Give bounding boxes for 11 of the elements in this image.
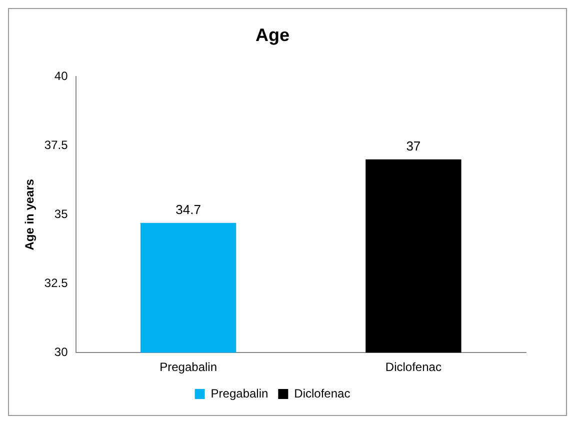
y-axis-title: Age in years (22, 178, 37, 250)
y-tick-label: 40 (54, 68, 68, 83)
y-tick-label: 37.5 (44, 138, 68, 152)
y-tick-label: 32.5 (44, 276, 68, 290)
data-label: 37 (406, 138, 421, 154)
legend-label: Diclofenac (294, 386, 350, 400)
y-tick-label: 30 (54, 344, 68, 359)
legend-label: Pregabalin (210, 386, 268, 400)
chart-title: Age (255, 24, 290, 45)
data-label: 34.7 (176, 202, 201, 217)
y-tick-label: 35 (54, 206, 68, 221)
